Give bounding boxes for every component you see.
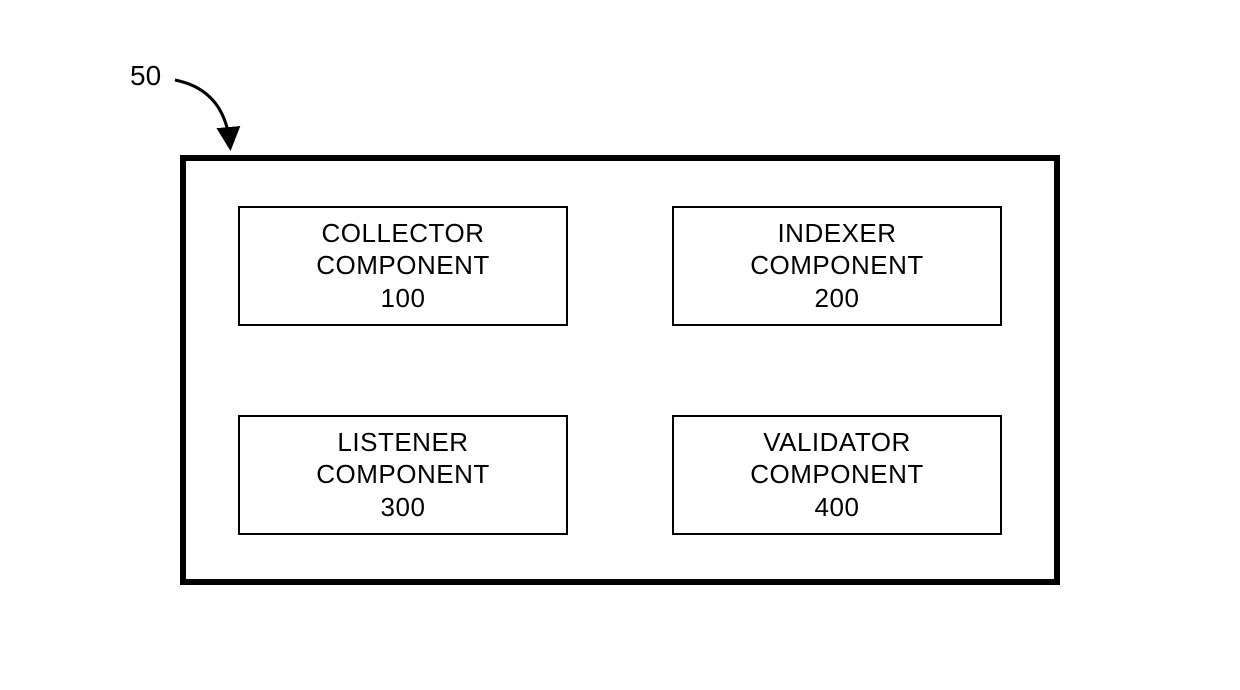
collector-component-box: COLLECTOR COMPONENT 100: [238, 206, 568, 326]
component-label-line1: COLLECTOR: [322, 217, 485, 250]
component-number: 100: [381, 282, 426, 315]
component-number: 300: [381, 491, 426, 524]
listener-component-box: LISTENER COMPONENT 300: [238, 415, 568, 535]
component-number: 200: [815, 282, 860, 315]
grid-cell: INDEXER COMPONENT 200: [620, 161, 1054, 370]
grid-cell: VALIDATOR COMPONENT 400: [620, 370, 1054, 579]
grid-cell: LISTENER COMPONENT 300: [186, 370, 620, 579]
component-label-line2: COMPONENT: [750, 249, 924, 282]
component-label-line2: COMPONENT: [316, 249, 490, 282]
component-number: 400: [815, 491, 860, 524]
diagram-canvas: 50 COLLECTOR COMPONENT 100 INDEXER COMPO…: [0, 0, 1240, 690]
component-label-line1: LISTENER: [337, 426, 468, 459]
indexer-component-box: INDEXER COMPONENT 200: [672, 206, 1002, 326]
component-grid: COLLECTOR COMPONENT 100 INDEXER COMPONEN…: [186, 161, 1054, 579]
component-label-line1: INDEXER: [777, 217, 896, 250]
validator-component-box: VALIDATOR COMPONENT 400: [672, 415, 1002, 535]
component-label-line2: COMPONENT: [316, 458, 490, 491]
grid-cell: COLLECTOR COMPONENT 100: [186, 161, 620, 370]
component-label-line2: COMPONENT: [750, 458, 924, 491]
component-label-line1: VALIDATOR: [763, 426, 911, 459]
outer-container-box: COLLECTOR COMPONENT 100 INDEXER COMPONEN…: [180, 155, 1060, 585]
